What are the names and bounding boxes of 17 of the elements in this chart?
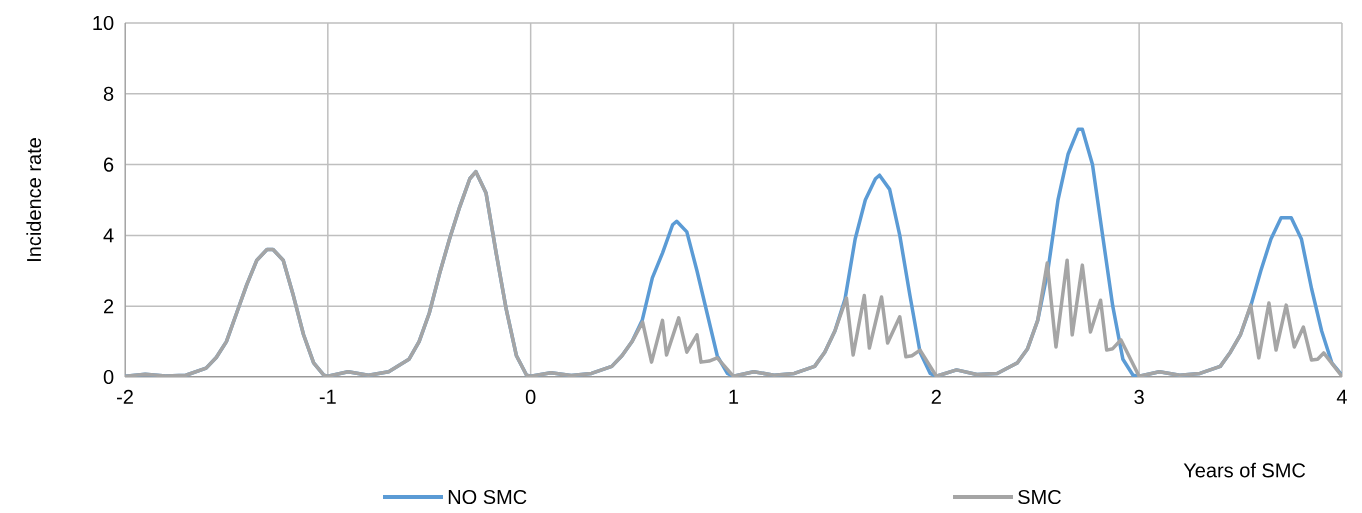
x-axis-title: Years of SMC (1183, 462, 1306, 478)
y-tick-label: 4 (103, 228, 114, 243)
x-tick-label: -1 (319, 389, 336, 404)
y-tick-label: 10 (93, 15, 114, 31)
y-tick-label: 0 (103, 369, 114, 385)
y-tick-label: 2 (104, 299, 114, 314)
x-tick-label: 4 (1336, 389, 1347, 404)
y-tick-label: 6 (104, 157, 114, 172)
x-tick-label: 3 (1134, 389, 1144, 405)
legend-label: SMC (1018, 489, 1061, 505)
x-tick-label: 2 (931, 389, 941, 404)
y-tick-label: 8 (103, 86, 114, 101)
x-tick-label: 0 (525, 389, 536, 405)
x-tick-label: 1 (729, 389, 739, 404)
y-axis-title: Incidence rate (26, 138, 42, 261)
x-tick-label: -2 (117, 389, 133, 404)
legend-label: NO SMC (448, 489, 527, 505)
